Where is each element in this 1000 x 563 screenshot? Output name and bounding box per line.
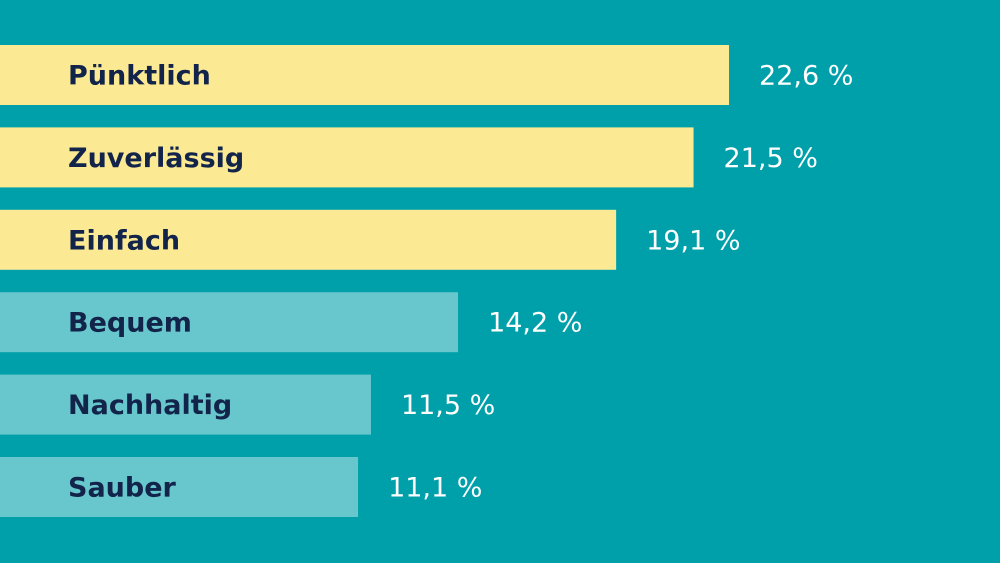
category-label: Sauber	[68, 473, 177, 504]
bar	[0, 374, 371, 435]
value-label: 14,2 %	[488, 308, 582, 339]
bar	[0, 292, 459, 353]
bar	[0, 209, 617, 270]
bar	[0, 45, 730, 105]
value-label: 19,1 %	[646, 225, 740, 256]
category-label: Einfach	[68, 225, 180, 256]
value-label: 11,1 %	[388, 473, 482, 504]
value-label: 22,6 %	[759, 61, 853, 92]
value-label: 11,5 %	[401, 390, 495, 421]
value-label: 21,5 %	[724, 143, 818, 174]
bar	[0, 457, 359, 517]
category-label: Pünktlich	[68, 61, 211, 92]
bar	[0, 127, 694, 188]
category-label: Bequem	[68, 308, 192, 339]
category-label: Nachhaltig	[68, 390, 232, 421]
category-label: Zuverlässig	[68, 143, 244, 174]
